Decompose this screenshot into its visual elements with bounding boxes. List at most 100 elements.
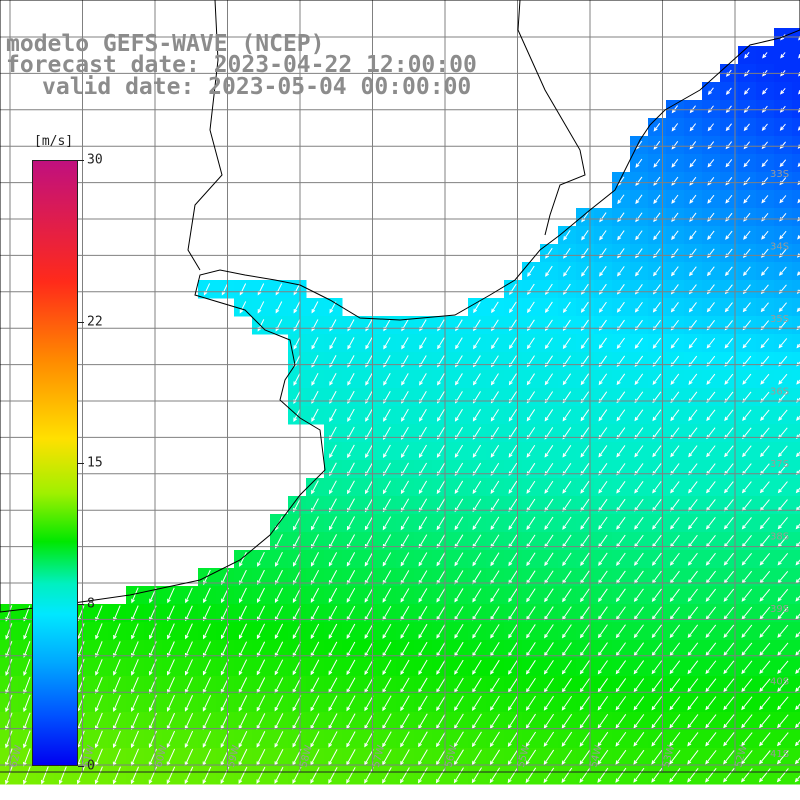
- wind-arrow: [723, 678, 735, 693]
- wind-arrow: [346, 659, 356, 676]
- wind-arrow: [311, 516, 319, 531]
- wind-arrow: [759, 588, 771, 602]
- wind-arrow: [669, 749, 681, 765]
- wind-arrow: [274, 569, 283, 585]
- wind-arrow: [418, 623, 428, 639]
- wind-arrow: [670, 337, 680, 349]
- wind-arrow: [669, 660, 681, 675]
- wind-arrow: [759, 714, 771, 729]
- wind-arrow: [453, 749, 464, 766]
- wind-arrow: [616, 498, 626, 512]
- wind-arrow: [544, 301, 553, 314]
- wind-cell: [792, 694, 800, 713]
- wind-arrow: [5, 658, 13, 677]
- wind-cell: [792, 568, 800, 587]
- wind-arrow: [95, 641, 103, 658]
- wind-arrow: [418, 480, 428, 495]
- wind-arrow: [779, 230, 787, 240]
- latitude-label: 37S: [770, 459, 789, 470]
- wind-arrow: [238, 695, 248, 712]
- wind-arrow: [706, 409, 716, 422]
- wind-arrow: [598, 301, 607, 313]
- wind-arrow: [777, 517, 788, 530]
- wind-arrow: [742, 409, 752, 422]
- wind-arrow: [579, 749, 591, 765]
- wind-arrow: [723, 732, 735, 747]
- wind-arrow: [597, 696, 609, 711]
- wind-arrow: [723, 624, 735, 638]
- wind-arrow: [759, 517, 770, 530]
- wind-arrow: [454, 516, 464, 531]
- wind-arrow: [760, 409, 770, 422]
- model-title: modelo GEFS-WAVE (NCEP): [6, 31, 325, 57]
- wind-arrow: [669, 678, 681, 693]
- wind-arrow: [669, 767, 681, 783]
- wind-arrow: [454, 444, 464, 458]
- wind-arrow: [616, 337, 625, 349]
- wind-arrow: [776, 750, 789, 765]
- wind-arrow: [796, 379, 800, 385]
- wind-cell: [792, 406, 800, 425]
- wind-arrow: [561, 713, 573, 729]
- wind-arrow: [383, 408, 391, 422]
- wind-arrow: [687, 767, 699, 783]
- wind-arrow: [22, 766, 31, 785]
- wind-arrow: [780, 52, 786, 59]
- wind-arrow: [202, 641, 211, 658]
- wind-arrow: [526, 373, 535, 386]
- wind-arrow: [328, 659, 338, 676]
- wind-arrow: [653, 230, 661, 241]
- wind-arrow: [329, 372, 337, 386]
- wind-arrow: [633, 696, 645, 711]
- wind-arrow: [580, 588, 590, 603]
- wind-arrow: [758, 750, 771, 765]
- wind-arrow: [706, 373, 716, 385]
- wind-arrow: [759, 660, 771, 675]
- wind-arrow: [797, 235, 800, 240]
- wind-arrow: [508, 659, 518, 675]
- wind-arrow: [633, 552, 644, 566]
- wind-arrow: [724, 337, 734, 349]
- border-line: [517, 0, 586, 236]
- wind-arrow: [795, 487, 800, 494]
- wind-arrow: [274, 731, 284, 748]
- wind-arrow: [311, 372, 319, 386]
- wind-arrow: [653, 123, 661, 132]
- wind-arrow: [508, 552, 518, 567]
- wind-arrow: [615, 660, 627, 675]
- wind-arrow: [131, 623, 139, 640]
- wind-arrow: [95, 676, 103, 694]
- wind-arrow: [778, 266, 787, 276]
- wind-arrow: [544, 588, 554, 603]
- wind-arrow: [526, 624, 536, 639]
- wind-arrow: [705, 750, 717, 765]
- wind-arrow: [364, 731, 374, 748]
- wind-arrow: [400, 588, 410, 603]
- wind-arrow: [454, 659, 464, 675]
- wind-arrow: [346, 731, 356, 748]
- wind-arrow: [669, 588, 680, 602]
- wind-arrow: [597, 660, 608, 675]
- wind-arrow: [669, 642, 681, 657]
- wind-arrow: [723, 768, 735, 783]
- wind-cell: [792, 118, 800, 137]
- wind-arrow: [777, 696, 789, 711]
- wind-arrow: [329, 444, 337, 459]
- wind-arrow: [652, 516, 662, 530]
- wind-arrow: [507, 731, 518, 748]
- wind-arrow: [777, 481, 788, 494]
- wind-arrow: [347, 408, 355, 422]
- wind-arrow: [707, 194, 715, 204]
- wind-arrow: [795, 523, 800, 530]
- wind-arrow: [687, 732, 699, 747]
- wind-arrow: [777, 445, 788, 458]
- wind-arrow: [185, 641, 193, 658]
- wind-arrow: [489, 713, 500, 730]
- wind-arrow: [723, 696, 735, 711]
- colorbar-tick-mark: [78, 766, 84, 767]
- wind-arrow: [670, 445, 680, 458]
- wind-arrow: [580, 373, 590, 386]
- wind-arrow: [617, 194, 625, 205]
- wind-arrow: [292, 605, 302, 622]
- wind-arrow: [779, 195, 787, 204]
